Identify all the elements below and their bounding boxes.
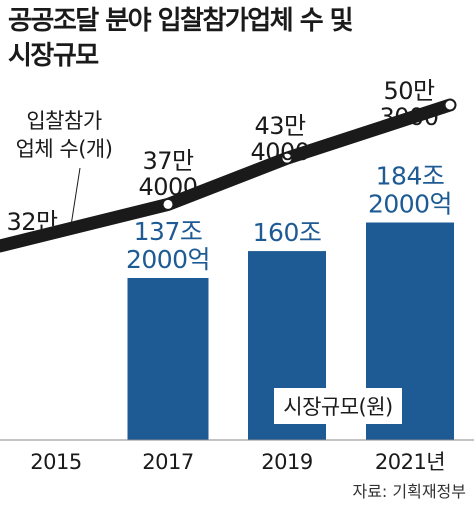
line-value-label: 43만 bbox=[254, 112, 306, 140]
line-series-legend-label: 업체 수(개) bbox=[16, 137, 113, 161]
bar-2017 bbox=[127, 278, 209, 440]
line-legend-leader bbox=[69, 167, 81, 233]
line-value-label: 37만 bbox=[142, 147, 194, 175]
line-value-label: 4000 bbox=[250, 138, 309, 166]
bar-value-label: 2000억 bbox=[126, 245, 210, 274]
chart-title: 공공조달 분야 입찰참가업체 수 및 시장규모 bbox=[8, 4, 468, 74]
line-value-label: 32만 bbox=[6, 208, 58, 236]
bar-value-label: 137조 bbox=[134, 217, 203, 246]
line-value-label: 50만 bbox=[383, 77, 435, 105]
source-note: 자료: 기획재정부 bbox=[352, 482, 466, 501]
line-series-legend-label: 입찰참가 bbox=[26, 109, 101, 133]
line-layer bbox=[0, 98, 457, 253]
line-point-2021년 bbox=[445, 100, 455, 110]
line-point-2017 bbox=[163, 199, 173, 209]
bar-value-label: 2000억 bbox=[368, 190, 452, 219]
x-tick-label: 2021년 bbox=[375, 450, 445, 474]
line-value-label: 4000 bbox=[138, 173, 197, 201]
line-series-path bbox=[0, 98, 457, 253]
chart-title-line-1: 공공조달 분야 입찰참가업체 수 및 bbox=[8, 6, 354, 36]
line-point-2019 bbox=[282, 153, 292, 163]
chart-title-line-2: 시장규모 bbox=[8, 41, 99, 71]
x-tick-label: 2015 bbox=[30, 450, 81, 474]
bar-value-label: 160조 bbox=[253, 218, 322, 247]
x-tick-label: 2019 bbox=[261, 450, 312, 474]
bar-series-legend-label: 시장규모(원) bbox=[283, 395, 393, 419]
line-value-label: 3000 bbox=[379, 103, 438, 131]
text-layer: 137조2000억160조184조2000억시장규모(원)32만37만40004… bbox=[6, 77, 452, 474]
bar-series-legend-box bbox=[274, 388, 402, 424]
bar-value-label: 184조 bbox=[376, 162, 445, 191]
x-tick-label: 2017 bbox=[142, 450, 193, 474]
